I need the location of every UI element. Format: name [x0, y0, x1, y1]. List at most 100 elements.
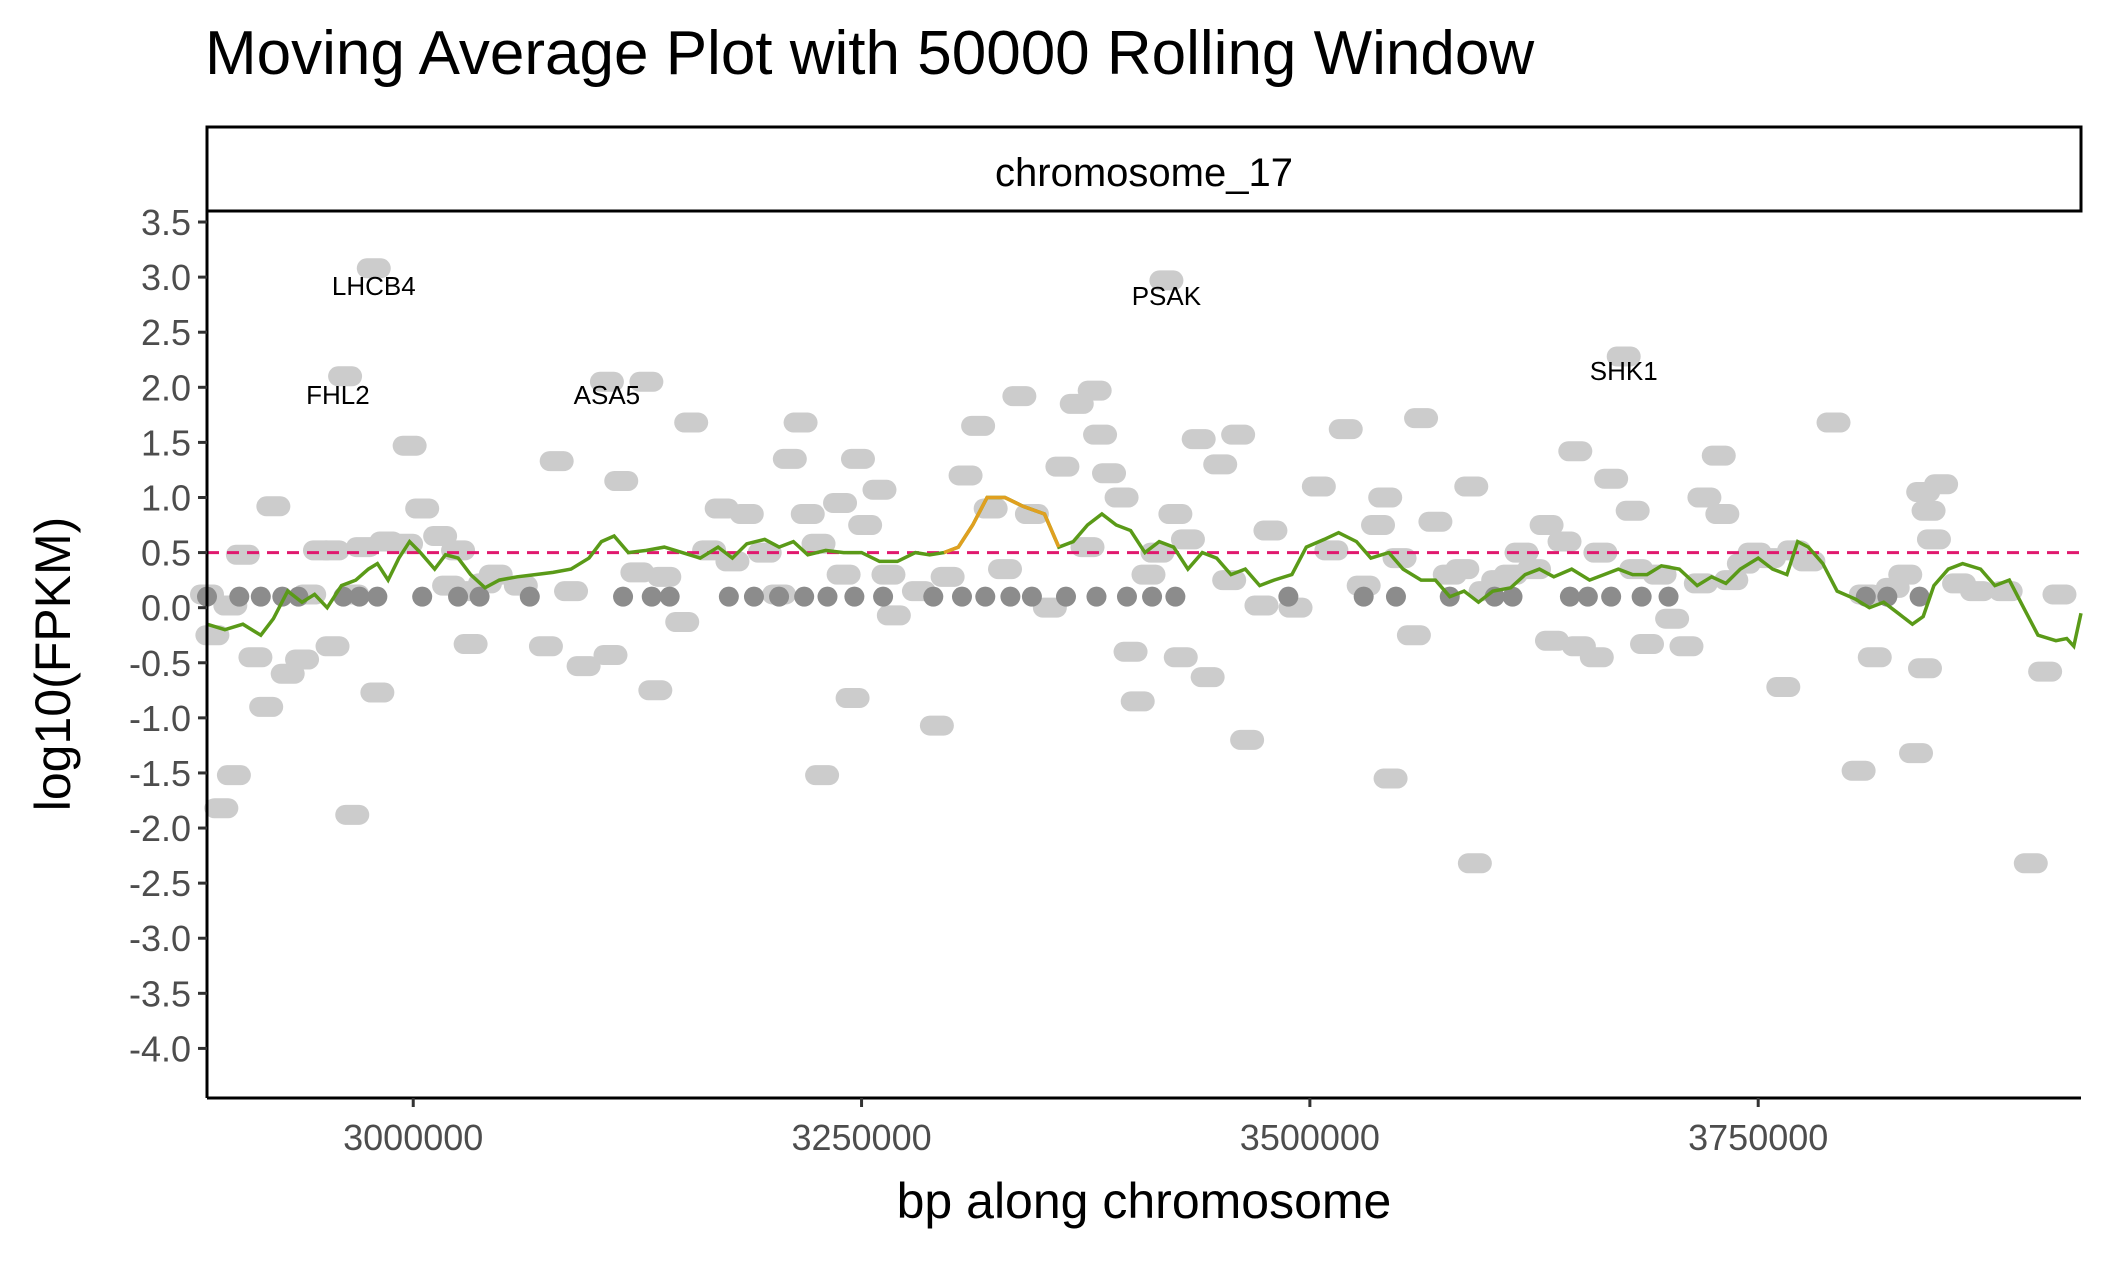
gene-point — [1558, 441, 1593, 462]
lines-layer — [206, 495, 2083, 650]
baseline-point — [1658, 586, 1679, 607]
gene-point — [2042, 584, 2077, 605]
gene-point — [1014, 504, 1049, 525]
baseline-point — [975, 586, 996, 607]
gene-point — [930, 566, 965, 587]
gene-point — [1454, 476, 1489, 497]
baseline-point — [1086, 586, 1107, 607]
gene-point — [1244, 595, 1279, 616]
gene-annotation-label: SHK1 — [1590, 356, 1658, 386]
gene-annotation-label: PSAK — [1132, 281, 1202, 311]
gene-point — [238, 647, 273, 668]
gene-point — [604, 470, 639, 491]
labels-layer: LHCB4 PSAK FHL2 ASA5 SHK1 — [306, 271, 1658, 410]
gene-point — [1911, 500, 1946, 521]
gene-point — [593, 645, 628, 666]
baseline-point — [1909, 586, 1930, 607]
gene-annotation-label: ASA5 — [574, 380, 641, 410]
gene-point — [1529, 515, 1564, 536]
gene-point — [783, 412, 818, 433]
gene-point — [1669, 636, 1704, 657]
baseline-point — [873, 586, 894, 607]
gene-point — [528, 636, 563, 657]
baseline-point — [951, 586, 972, 607]
gene-point — [801, 533, 836, 554]
gene-point — [1857, 647, 1892, 668]
y-tick-label: -3.0 — [129, 918, 191, 959]
y-tick-label: -0.5 — [129, 643, 191, 684]
gene-point — [674, 412, 709, 433]
facet-strip — [205, 125, 2083, 213]
baseline-point — [923, 586, 944, 607]
gene-point — [1766, 677, 1801, 698]
gene-point — [1396, 625, 1431, 646]
gene-point — [1642, 564, 1677, 585]
gene-point — [823, 492, 858, 513]
gene-annotation-label: FHL2 — [306, 380, 370, 410]
gene-point — [1314, 540, 1349, 561]
y-tick-label: 3.0 — [141, 257, 191, 298]
baseline-point — [1385, 586, 1406, 607]
x-tick-label: 3250000 — [791, 1117, 931, 1158]
gene-point — [328, 366, 363, 387]
gene-point — [1655, 608, 1690, 629]
baseline-point — [412, 586, 433, 607]
y-tick-label: -3.5 — [129, 973, 191, 1014]
gene-point — [1163, 647, 1198, 668]
gene-point — [665, 611, 700, 632]
y-axis-label: log10(FPKM) — [25, 517, 81, 812]
gene-point — [1092, 463, 1127, 484]
gene-point — [1368, 487, 1403, 508]
gene-point — [360, 682, 395, 703]
gene-point — [216, 765, 251, 786]
gene-point — [1230, 729, 1265, 750]
gene-point — [629, 371, 664, 392]
gene-point — [1181, 429, 1216, 450]
gene-point — [988, 559, 1023, 580]
gene-point — [1002, 386, 1037, 407]
baseline-point — [367, 586, 388, 607]
gene-point — [554, 581, 589, 602]
baseline-point — [718, 586, 739, 607]
axes-layer: 3.5 3.0 2.5 2.0 1.5 1.0 0.5 0.0 -0.5 -1.0 -1.5 -2.0… — [129, 202, 2081, 1158]
gene-point — [620, 562, 655, 583]
baseline-point — [613, 586, 634, 607]
y-tick-label: -1.5 — [129, 753, 191, 794]
gene-point — [225, 544, 260, 565]
gene-point — [1888, 564, 1923, 585]
gene-point — [1924, 474, 1959, 495]
gene-point — [1083, 424, 1118, 445]
gene-point — [826, 564, 861, 585]
gene-point — [1170, 529, 1205, 550]
gene-point — [1113, 641, 1148, 662]
gene-point — [1579, 647, 1614, 668]
points-layer — [190, 258, 2077, 874]
gene-point — [1045, 456, 1080, 477]
gene-point — [2013, 853, 2048, 874]
gene-point — [876, 605, 911, 626]
gene-point — [715, 551, 750, 572]
gene-point — [2028, 661, 2063, 682]
gene-point — [285, 649, 320, 670]
baseline-point — [1353, 586, 1374, 607]
gene-point — [1547, 531, 1582, 552]
baseline-point — [844, 586, 865, 607]
baseline-point — [1165, 586, 1186, 607]
gene-point — [1120, 691, 1155, 712]
y-tick-label: -4.0 — [129, 1028, 191, 1069]
gene-point — [1131, 564, 1166, 585]
gene-point — [1445, 559, 1480, 580]
baseline-point — [1021, 586, 1042, 607]
gene-point — [1630, 634, 1665, 655]
gene-point — [1301, 476, 1336, 497]
y-tick-label: 2.0 — [141, 367, 191, 408]
gene-point — [1907, 658, 1942, 679]
gene-point — [729, 504, 764, 525]
baseline-point — [769, 586, 790, 607]
gene-point — [335, 804, 370, 825]
gene-point — [919, 715, 954, 736]
baseline-point — [519, 586, 540, 607]
gene-point — [961, 415, 996, 436]
y-tick-label: 2.5 — [141, 312, 191, 353]
